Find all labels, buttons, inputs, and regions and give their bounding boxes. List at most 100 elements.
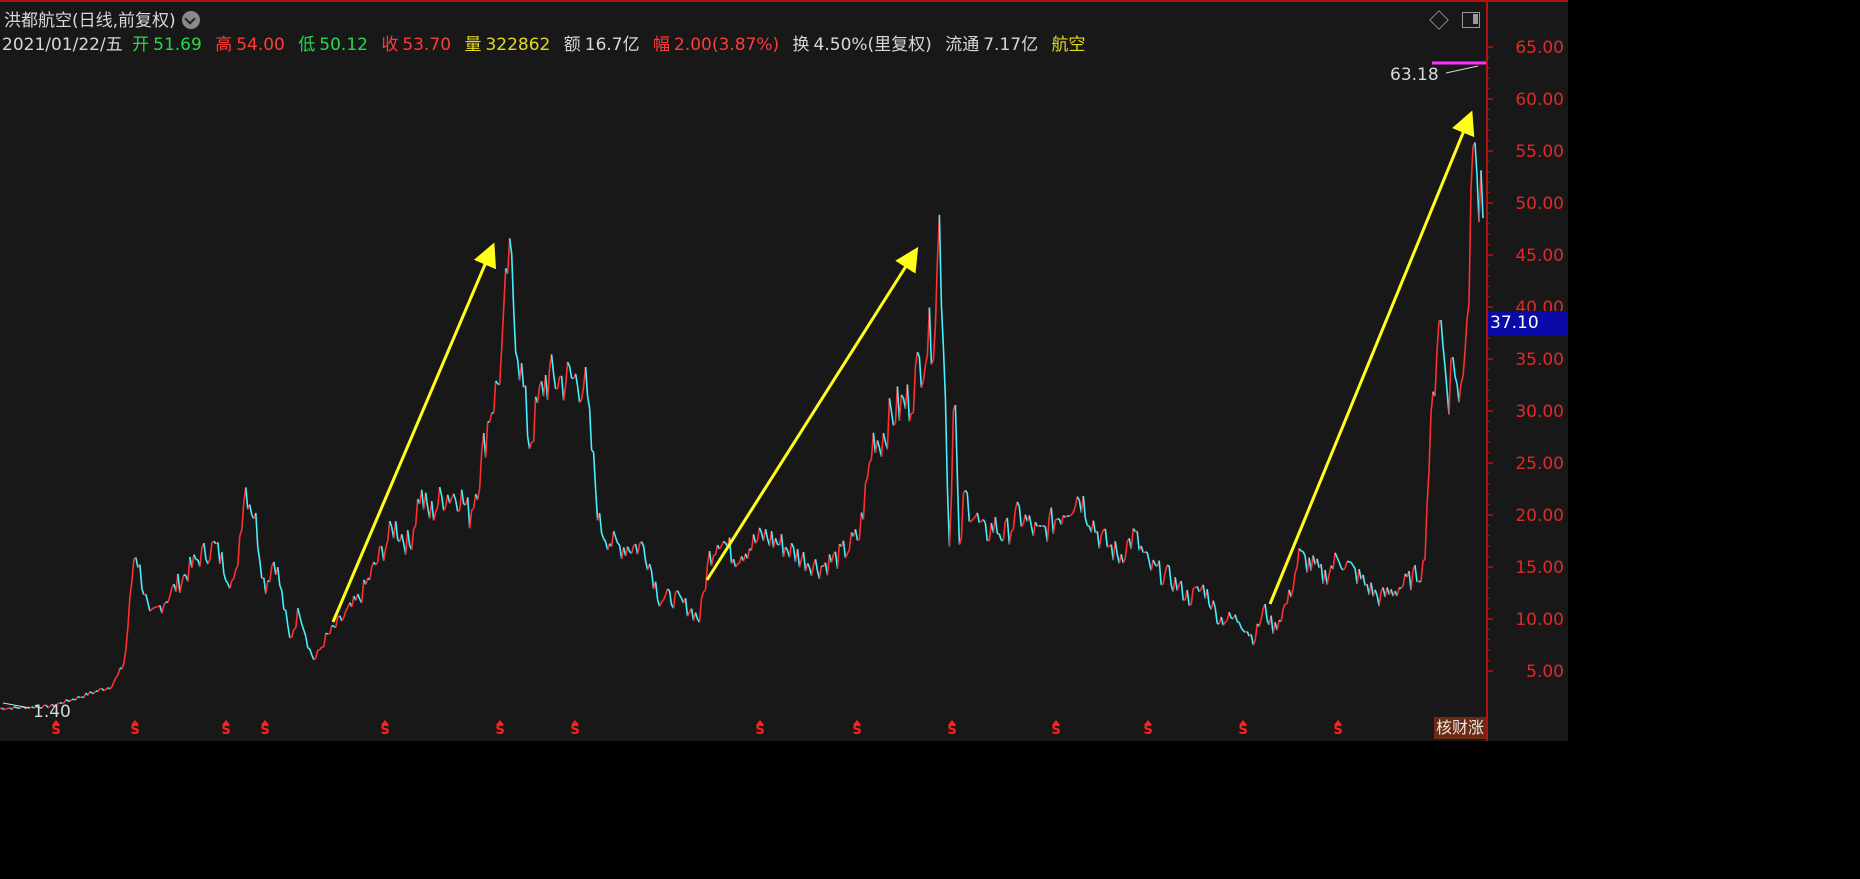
- price-segment: [810, 564, 815, 576]
- s-signal-marker[interactable]: S: [1237, 720, 1249, 738]
- y-tick-label: 60.00: [1515, 90, 1564, 110]
- price-segment: [476, 488, 481, 500]
- price-segment: [796, 549, 801, 568]
- price-segment: [111, 681, 115, 688]
- price-segment: [141, 588, 145, 596]
- price-segment: [1160, 583, 1164, 586]
- price-segment: [752, 534, 757, 544]
- price-segment: [956, 478, 961, 545]
- price-segment: [954, 404, 959, 479]
- price-segment: [209, 542, 213, 560]
- price-segment: [65, 699, 69, 702]
- price-segment: [510, 254, 515, 310]
- price-segment: [640, 541, 645, 547]
- price-segment: [1202, 584, 1206, 599]
- s-signal-marker[interactable]: S: [569, 720, 581, 738]
- min-pointer: [2, 702, 31, 709]
- price-segment: [341, 616, 345, 622]
- price-segment: [3, 708, 7, 711]
- price-segment: [684, 598, 689, 617]
- price-segment: [836, 544, 841, 569]
- price-segment: [1152, 559, 1156, 565]
- price-segment: [77, 695, 81, 699]
- price-segment: [750, 534, 755, 551]
- price-segment: [375, 561, 379, 566]
- price-segment: [369, 567, 373, 581]
- price-segment: [307, 647, 311, 650]
- s-signal-marker[interactable]: S: [129, 720, 141, 738]
- price-segment: [1254, 623, 1258, 641]
- price-segment: [1468, 188, 1472, 304]
- price-segment: [1174, 577, 1178, 591]
- price-segment: [818, 565, 823, 579]
- price-segment: [592, 452, 597, 489]
- price-segment: [804, 563, 809, 572]
- price-segment: [1350, 561, 1354, 566]
- price-segment: [55, 702, 59, 706]
- price-segment: [594, 488, 599, 521]
- min-value-label: 1.40: [33, 702, 71, 722]
- open-label: 开: [132, 35, 150, 55]
- s-signal-marker[interactable]: S: [1332, 720, 1344, 738]
- price-segment: [662, 594, 667, 600]
- panel-toggle-icon[interactable]: [1462, 12, 1480, 28]
- stock-chart-window: 洪都航空(日线,前复权) 2021/01/22/五 开 51.69 高 54.00 …: [0, 0, 1568, 741]
- price-segment: [1122, 558, 1126, 564]
- price-segment: [1310, 555, 1314, 571]
- s-signal-marker[interactable]: S: [946, 720, 958, 738]
- price-segment: [283, 608, 287, 612]
- price-segment: [508, 238, 513, 255]
- s-signal-marker[interactable]: S: [1142, 720, 1154, 738]
- price-segment: [1136, 531, 1140, 551]
- price-segment: [1400, 585, 1404, 589]
- price-segment: [574, 373, 579, 387]
- price-segment: [1480, 170, 1484, 219]
- y-tick-label: 45.00: [1515, 246, 1564, 266]
- dropdown-circle-icon[interactable]: [181, 11, 200, 29]
- price-segment: [1474, 142, 1478, 176]
- price-segment: [1034, 521, 1039, 527]
- price-segment: [51, 703, 55, 707]
- price-segment: [1120, 554, 1124, 564]
- s-signal-marker[interactable]: S: [220, 720, 232, 738]
- price-segment: [149, 608, 153, 612]
- s-signal-marker[interactable]: S: [754, 720, 766, 738]
- price-segment: [846, 549, 851, 555]
- price-segment: [1410, 570, 1414, 591]
- s-signal-marker[interactable]: S: [851, 720, 863, 738]
- info-badge[interactable]: 核财涨: [1434, 717, 1487, 739]
- price-segment: [1140, 545, 1144, 553]
- price-segment: [1424, 505, 1428, 560]
- price-segment: [908, 412, 913, 422]
- price-segment: [1374, 589, 1378, 596]
- price-segment: [193, 554, 197, 560]
- price-segment: [103, 688, 107, 692]
- price-segment: [135, 557, 139, 568]
- price-segment: [458, 489, 463, 511]
- price-segment: [239, 529, 243, 537]
- price-segment: [305, 636, 309, 649]
- price-segment: [782, 546, 787, 557]
- price-segment: [1358, 568, 1362, 580]
- sector-label: 航空: [1051, 35, 1086, 55]
- price-segment: [297, 608, 301, 617]
- price-segment: [1344, 561, 1348, 569]
- s-signal-marker[interactable]: S: [379, 720, 391, 738]
- price-segment: [994, 517, 999, 534]
- trend-arrow: [1268, 110, 1475, 605]
- turnover-value: 4.50%(里复权): [813, 35, 932, 55]
- s-signal-marker[interactable]: S: [50, 720, 62, 738]
- price-segment: [488, 412, 493, 423]
- price-segment: [279, 585, 283, 591]
- y-tick-label: 10.00: [1515, 610, 1564, 630]
- price-segment: [970, 518, 974, 522]
- price-segment: [1428, 413, 1432, 472]
- price-segment: [117, 667, 121, 676]
- price-segment: [183, 573, 187, 577]
- price-segment: [1454, 375, 1458, 384]
- s-signal-marker[interactable]: S: [259, 720, 271, 738]
- price-segment: [1348, 561, 1352, 564]
- s-signal-marker[interactable]: S: [494, 720, 506, 738]
- s-signal-marker[interactable]: S: [1050, 720, 1062, 738]
- price-segment: [434, 506, 439, 513]
